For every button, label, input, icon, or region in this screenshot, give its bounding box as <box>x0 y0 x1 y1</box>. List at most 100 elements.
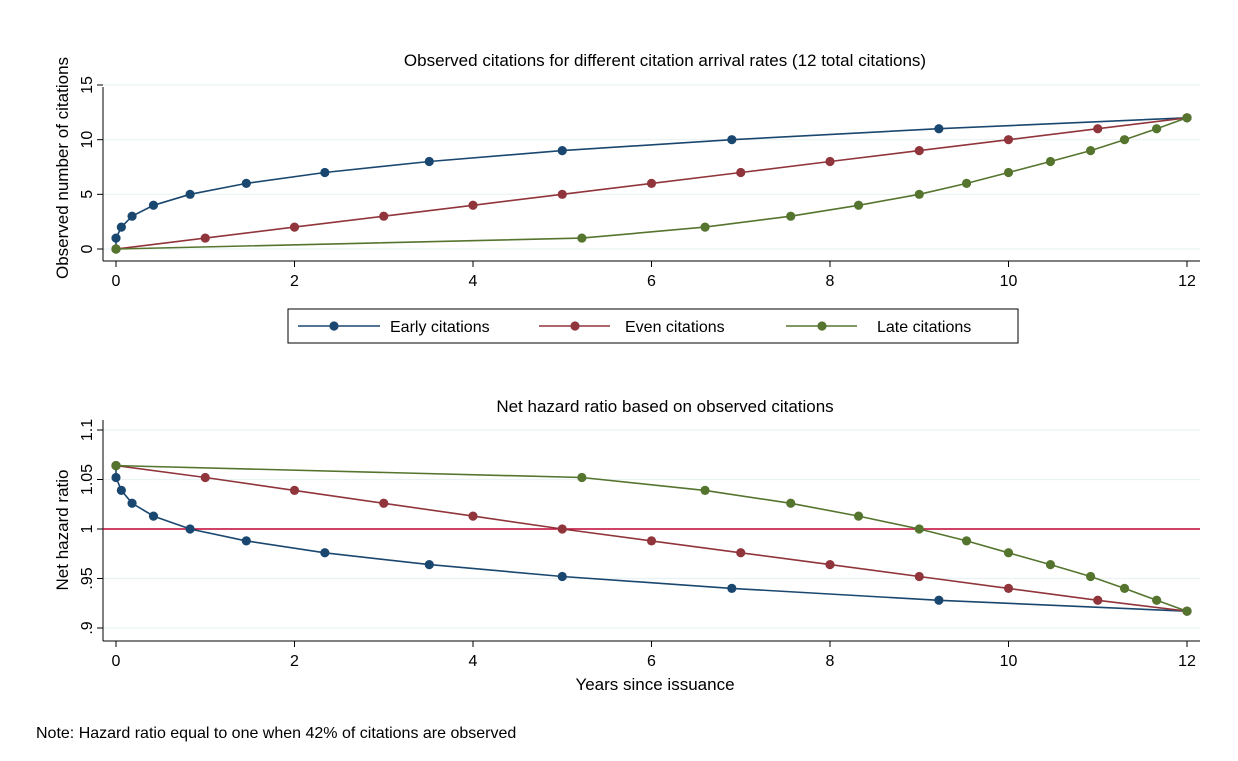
legend-label-even: Even citations <box>625 319 725 336</box>
citations-panel-point-early <box>424 156 434 167</box>
citations-panel-x-tick-label: 6 <box>647 273 656 290</box>
citations-panel-point-early <box>111 233 121 243</box>
citations-panel-point-late <box>961 178 972 188</box>
citations-panel-point-late <box>786 211 796 221</box>
citations-panel-point-even <box>1003 135 1014 145</box>
hazard-panel-y-ticks: .9 .95 1 1.05 1.1 <box>79 419 103 635</box>
citations-panel-point-early <box>241 178 251 188</box>
hazard-panel-point-early <box>148 511 159 521</box>
citations-panel-x-tick-label: 4 <box>469 273 478 290</box>
hazard-panel-point-early <box>116 485 126 495</box>
legend-marker-late <box>817 321 827 331</box>
hazard-panel-point-early <box>241 536 251 546</box>
hazard-panel-x-tick-label: 0 <box>112 653 121 670</box>
hazard-panel-x-ticks: 0 2 4 6 8 10 12 <box>112 641 1196 670</box>
citations-panel-point-early <box>727 135 737 145</box>
citations-panel-y-tick-label: 0 <box>79 244 96 253</box>
citations-panel-y-tick-label: 10 <box>79 131 96 149</box>
citations-panel-point-late <box>1086 146 1096 156</box>
hazard-panel-x-tick-label: 12 <box>1178 653 1196 670</box>
hazard-panel-point-late <box>853 511 864 521</box>
hazard-panel-x-tick-label: 6 <box>647 653 656 670</box>
citations-panel-point-even <box>914 146 924 156</box>
citations-panel-point-early <box>934 124 944 134</box>
legend-item-late: Late citations <box>786 319 971 336</box>
citations-panel-point-late <box>914 189 924 199</box>
citations-panel-title: Observed citations for different citatio… <box>404 51 926 70</box>
citations-panel-point-even <box>379 211 389 221</box>
hazard-panel-point-late <box>1119 583 1130 594</box>
citations-panel-point-even <box>825 156 835 167</box>
citations-panel-x-tick-label: 0 <box>112 273 121 290</box>
hazard-panel-point-even <box>289 485 300 495</box>
hazard-panel-series <box>111 461 1192 616</box>
citations-panel: Observed citations for different citatio… <box>53 51 1200 290</box>
hazard-panel-point-early <box>424 560 434 570</box>
hazard-panel-x-tick-label: 4 <box>469 653 478 670</box>
hazard-panel-x-tick-label: 2 <box>290 653 299 670</box>
hazard-panel-y-tick-label: 1.05 <box>79 464 96 495</box>
hazard-panel-point-late <box>1152 595 1162 605</box>
hazard-panel-point-late <box>1086 571 1096 582</box>
hazard-panel-point-even <box>914 571 924 582</box>
citations-panel-point-early <box>116 222 126 232</box>
citations-panel-y-tick-label: 5 <box>79 190 96 199</box>
hazard-panel-x-tick-label: 8 <box>826 653 835 670</box>
citations-panel-point-even <box>736 167 746 178</box>
hazard-panel-point-even <box>1093 595 1103 605</box>
hazard-panel-point-late <box>1045 560 1056 570</box>
citations-panel-gridlines <box>103 84 1200 250</box>
hazard-panel-point-early <box>185 524 195 534</box>
hazard-panel-point-even <box>825 560 835 570</box>
citations-panel-y-axis-label: Observed number of citations <box>53 57 72 279</box>
hazard-panel-point-early <box>557 571 567 582</box>
citations-panel-point-late <box>1045 156 1056 167</box>
legend-box <box>287 308 1019 344</box>
hazard-panel-point-late <box>961 536 972 546</box>
hazard-panel-point-late <box>1182 606 1192 616</box>
citations-panel-series <box>111 113 1192 254</box>
citations-panel-point-late <box>700 222 710 232</box>
hazard-panel-point-even <box>1003 583 1014 594</box>
hazard-panel-y-tick-label: 1.1 <box>79 419 96 441</box>
hazard-panel-point-late <box>700 485 710 495</box>
citations-panel-point-even <box>1093 124 1103 134</box>
citations-panel-point-even <box>646 178 657 188</box>
citations-panel-x-tick-label: 12 <box>1178 273 1196 290</box>
citations-panel-y-ticks: 0 5 10 15 <box>79 76 103 253</box>
citations-panel-point-late <box>1003 167 1014 178</box>
citations-panel-point-early <box>185 189 195 199</box>
legend-label-early: Early citations <box>390 319 490 336</box>
citations-panel-point-late <box>1152 124 1162 134</box>
figure-note: Note: Hazard ratio equal to one when 42%… <box>36 725 516 742</box>
citations-panel-point-late <box>577 233 587 243</box>
hazard-panel-point-early <box>127 498 137 508</box>
citations-panel-series-late <box>111 113 1192 254</box>
hazard-panel-point-late <box>786 498 796 508</box>
hazard-panel-x-axis-label: Years since issuance <box>575 675 734 694</box>
citations-panel-x-tick-label: 8 <box>826 273 835 290</box>
legend-item-early: Early citations <box>298 319 490 336</box>
citations-panel-point-late <box>1182 113 1192 123</box>
citations-panel-x-tick-label: 10 <box>1000 273 1018 290</box>
citations-panel-x-tick-label: 2 <box>290 273 299 290</box>
hazard-panel-point-even <box>200 472 210 483</box>
hazard-panel-point-late <box>914 524 924 534</box>
legend-label-late: Late citations <box>877 319 971 336</box>
citations-panel-point-late <box>111 244 121 254</box>
hazard-panel-point-even <box>736 548 746 558</box>
hazard-panel-point-even <box>468 511 478 521</box>
citations-panel-point-even <box>468 200 478 210</box>
hazard-panel-title: Net hazard ratio based on observed citat… <box>496 397 833 416</box>
hazard-panel-point-even <box>379 498 389 508</box>
citations-panel-point-early <box>148 200 159 210</box>
citations-panel-point-even <box>557 189 567 199</box>
hazard-panel-point-late <box>577 472 587 483</box>
citations-panel-point-early <box>320 167 330 178</box>
citations-panel-x-ticks: 0 2 4 6 8 10 12 <box>112 261 1196 290</box>
citations-panel-point-even <box>289 222 300 232</box>
hazard-panel-y-tick-label: 1 <box>79 524 96 533</box>
legend-marker-early <box>329 321 339 331</box>
hazard-panel-y-tick-label: .95 <box>79 567 96 589</box>
hazard-panel-y-tick-label: .9 <box>79 621 96 634</box>
